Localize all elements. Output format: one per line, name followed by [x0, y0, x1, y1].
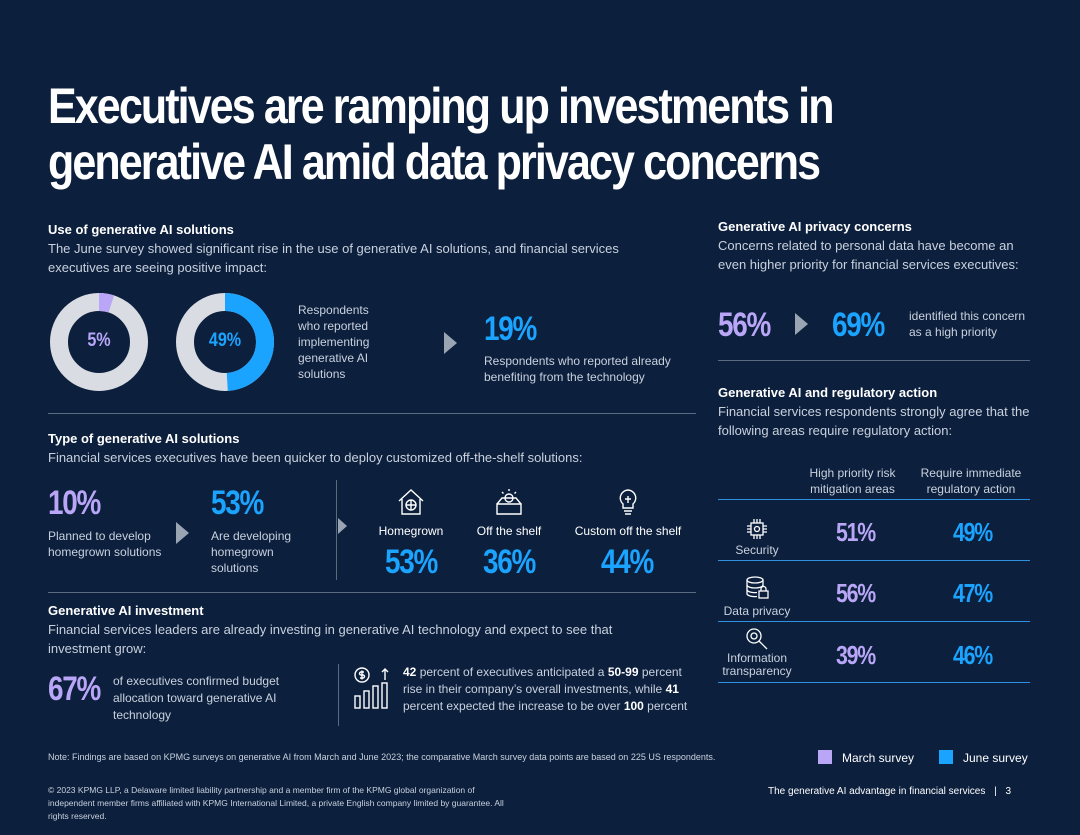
investment-note-num2: 50-99 — [607, 665, 639, 679]
legend-march-swatch — [818, 750, 832, 764]
footnote: Note: Findings are based on KPMG surveys… — [48, 752, 716, 762]
march-donut-value: 5% — [87, 330, 111, 351]
type-march-pct: 10% — [48, 484, 101, 522]
regulatory-col1-header: High priority risk mitigation areas — [809, 466, 896, 496]
divider — [718, 360, 1030, 361]
investment-pct-text: of executives confirmed budget allocatio… — [113, 674, 280, 722]
table-line — [718, 682, 1030, 683]
table-line — [718, 621, 1030, 622]
magnifier-icon — [744, 626, 770, 652]
category-label-off-the-shelf: Off the shelf — [476, 524, 542, 538]
arrow-icon — [444, 332, 457, 354]
divider — [48, 413, 696, 414]
footer-title: The generative AI advantage in financial… — [768, 786, 1011, 797]
type-heading: Type of generative AI solutions — [48, 431, 240, 446]
table-line — [718, 560, 1030, 561]
regulatory-row-v1: 39% — [836, 640, 876, 670]
regulatory-row-label: Data privacy — [723, 604, 791, 618]
investment-note-text1: percent of executives anticipated a — [416, 665, 608, 679]
privacy-heading: Generative AI privacy concerns — [718, 219, 912, 234]
investment-pct: 67% — [48, 670, 101, 708]
june-donut: 49% — [175, 292, 275, 392]
vertical-divider — [336, 480, 337, 580]
lightbulb-icon — [612, 486, 644, 518]
use-heading: Use of generative AI solutions — [48, 222, 234, 237]
investment-note: 42 percent of executives anticipated a 5… — [403, 664, 693, 715]
category-value-homegrown: 53% — [385, 543, 438, 581]
regulatory-row-v2: 47% — [953, 578, 993, 608]
privacy-description: Concerns related to personal data have b… — [718, 238, 1019, 272]
arrow-icon — [338, 518, 347, 534]
privacy-march-pct: 56% — [718, 306, 771, 344]
legend-june-label: June survey — [963, 751, 1028, 765]
page-number: 3 — [1005, 786, 1012, 797]
legend-march-label: March survey — [842, 751, 915, 765]
database-lock-icon — [744, 575, 770, 601]
investment-note-num4: 100 — [623, 699, 644, 713]
arrow-icon — [176, 522, 189, 544]
footer-title-text: The generative AI advantage in financial… — [768, 786, 986, 797]
investment-note-num3: 41 — [665, 682, 679, 696]
investment-note-text2: percent rise in their company’s overall … — [403, 665, 682, 696]
investment-note-text3: percent expected the increase to be over — [403, 699, 624, 713]
benefit-pct: 19% — [484, 310, 537, 348]
box-icon — [493, 486, 525, 518]
house-brain-icon — [395, 486, 427, 518]
divider — [48, 592, 696, 593]
march-donut: 5% — [49, 292, 149, 392]
regulatory-row-v2: 46% — [953, 640, 993, 670]
legend-june-swatch — [939, 750, 953, 764]
privacy-text: identified this concern as a high priori… — [909, 309, 1026, 339]
category-value-custom: 44% — [601, 543, 654, 581]
security-chip-icon — [744, 516, 770, 542]
arrow-icon — [795, 313, 808, 335]
june-donut-value: 49% — [208, 330, 242, 351]
dollar-chart-icon — [352, 666, 396, 710]
vertical-divider — [338, 664, 339, 726]
copyright: © 2023 KPMG LLP, a Delaware limited liab… — [48, 785, 504, 821]
regulatory-row-v1: 56% — [836, 578, 876, 608]
use-description: The June survey showed significant rise … — [48, 241, 619, 275]
type-description: Financial services executives have been … — [48, 450, 583, 465]
type-june-pct: 53% — [211, 484, 264, 522]
regulatory-heading: Generative AI and regulatory action — [718, 385, 938, 400]
type-march-text: Planned to develop homegrown solutions — [48, 529, 162, 559]
type-june-text: Are developing homegrown solutions — [211, 529, 292, 575]
footer-separator: | — [994, 786, 997, 797]
privacy-june-pct: 69% — [832, 306, 885, 344]
regulatory-description: Financial services respondents strongly … — [718, 404, 1030, 438]
investment-note-num1: 42 — [403, 665, 417, 679]
regulatory-row-v2: 49% — [953, 517, 993, 547]
investment-note-text4: percent — [643, 699, 688, 713]
table-line — [718, 499, 1030, 500]
page-title: Executives are ramping up investments in… — [48, 78, 835, 190]
category-label-homegrown: Homegrown — [378, 524, 444, 538]
benefit-text: Respondents who reported already benefit… — [484, 354, 671, 384]
category-label-custom: Custom off the shelf — [574, 524, 682, 538]
investment-heading: Generative AI investment — [48, 603, 204, 618]
regulatory-row-label: Information transparency — [722, 651, 792, 678]
implement-text: Respondents who reported implementing ge… — [298, 303, 370, 381]
investment-description: Financial services leaders are already i… — [48, 622, 613, 656]
category-value-off-the-shelf: 36% — [483, 543, 536, 581]
regulatory-col2-header: Require immediate regulatory action — [920, 466, 1022, 496]
regulatory-row-label: Security — [735, 543, 779, 557]
regulatory-row-v1: 51% — [836, 517, 876, 547]
